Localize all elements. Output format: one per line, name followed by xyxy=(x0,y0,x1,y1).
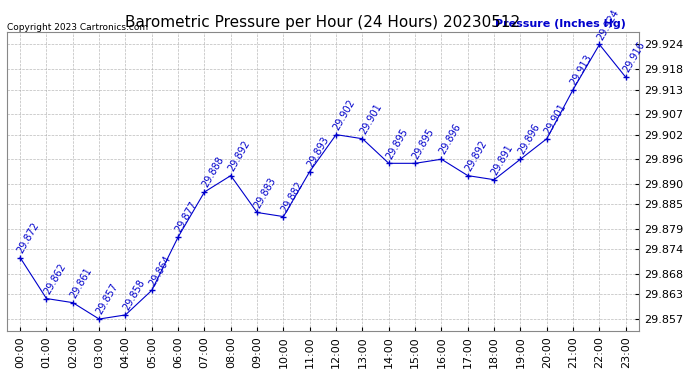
Text: Copyright 2023 Cartronics.com: Copyright 2023 Cartronics.com xyxy=(7,23,148,32)
Text: 29.882: 29.882 xyxy=(279,180,304,214)
Text: 29.895: 29.895 xyxy=(411,126,436,160)
Text: Pressure (Inches Hg): Pressure (Inches Hg) xyxy=(495,19,627,29)
Text: 29.901: 29.901 xyxy=(542,102,568,136)
Text: 29.888: 29.888 xyxy=(200,155,226,189)
Title: Barometric Pressure per Hour (24 Hours) 20230512: Barometric Pressure per Hour (24 Hours) … xyxy=(126,15,520,30)
Text: 29.891: 29.891 xyxy=(490,143,515,177)
Text: 29.896: 29.896 xyxy=(437,122,462,156)
Text: 29.924: 29.924 xyxy=(595,8,620,42)
Text: 29.883: 29.883 xyxy=(253,176,278,210)
Text: 29.893: 29.893 xyxy=(305,135,331,169)
Text: 29.896: 29.896 xyxy=(516,122,542,156)
Text: 29.864: 29.864 xyxy=(147,254,172,288)
Text: 29.862: 29.862 xyxy=(42,261,68,296)
Text: 29.895: 29.895 xyxy=(384,126,410,160)
Text: 29.892: 29.892 xyxy=(463,138,489,173)
Text: 29.892: 29.892 xyxy=(226,138,252,173)
Text: 29.861: 29.861 xyxy=(68,266,94,300)
Text: 29.877: 29.877 xyxy=(174,200,199,234)
Text: 29.901: 29.901 xyxy=(358,102,384,136)
Text: 29.916: 29.916 xyxy=(621,40,647,75)
Text: 29.902: 29.902 xyxy=(332,98,357,132)
Text: 29.913: 29.913 xyxy=(569,53,594,87)
Text: 29.858: 29.858 xyxy=(121,278,146,312)
Text: 29.872: 29.872 xyxy=(16,220,41,255)
Text: 29.857: 29.857 xyxy=(95,282,120,316)
